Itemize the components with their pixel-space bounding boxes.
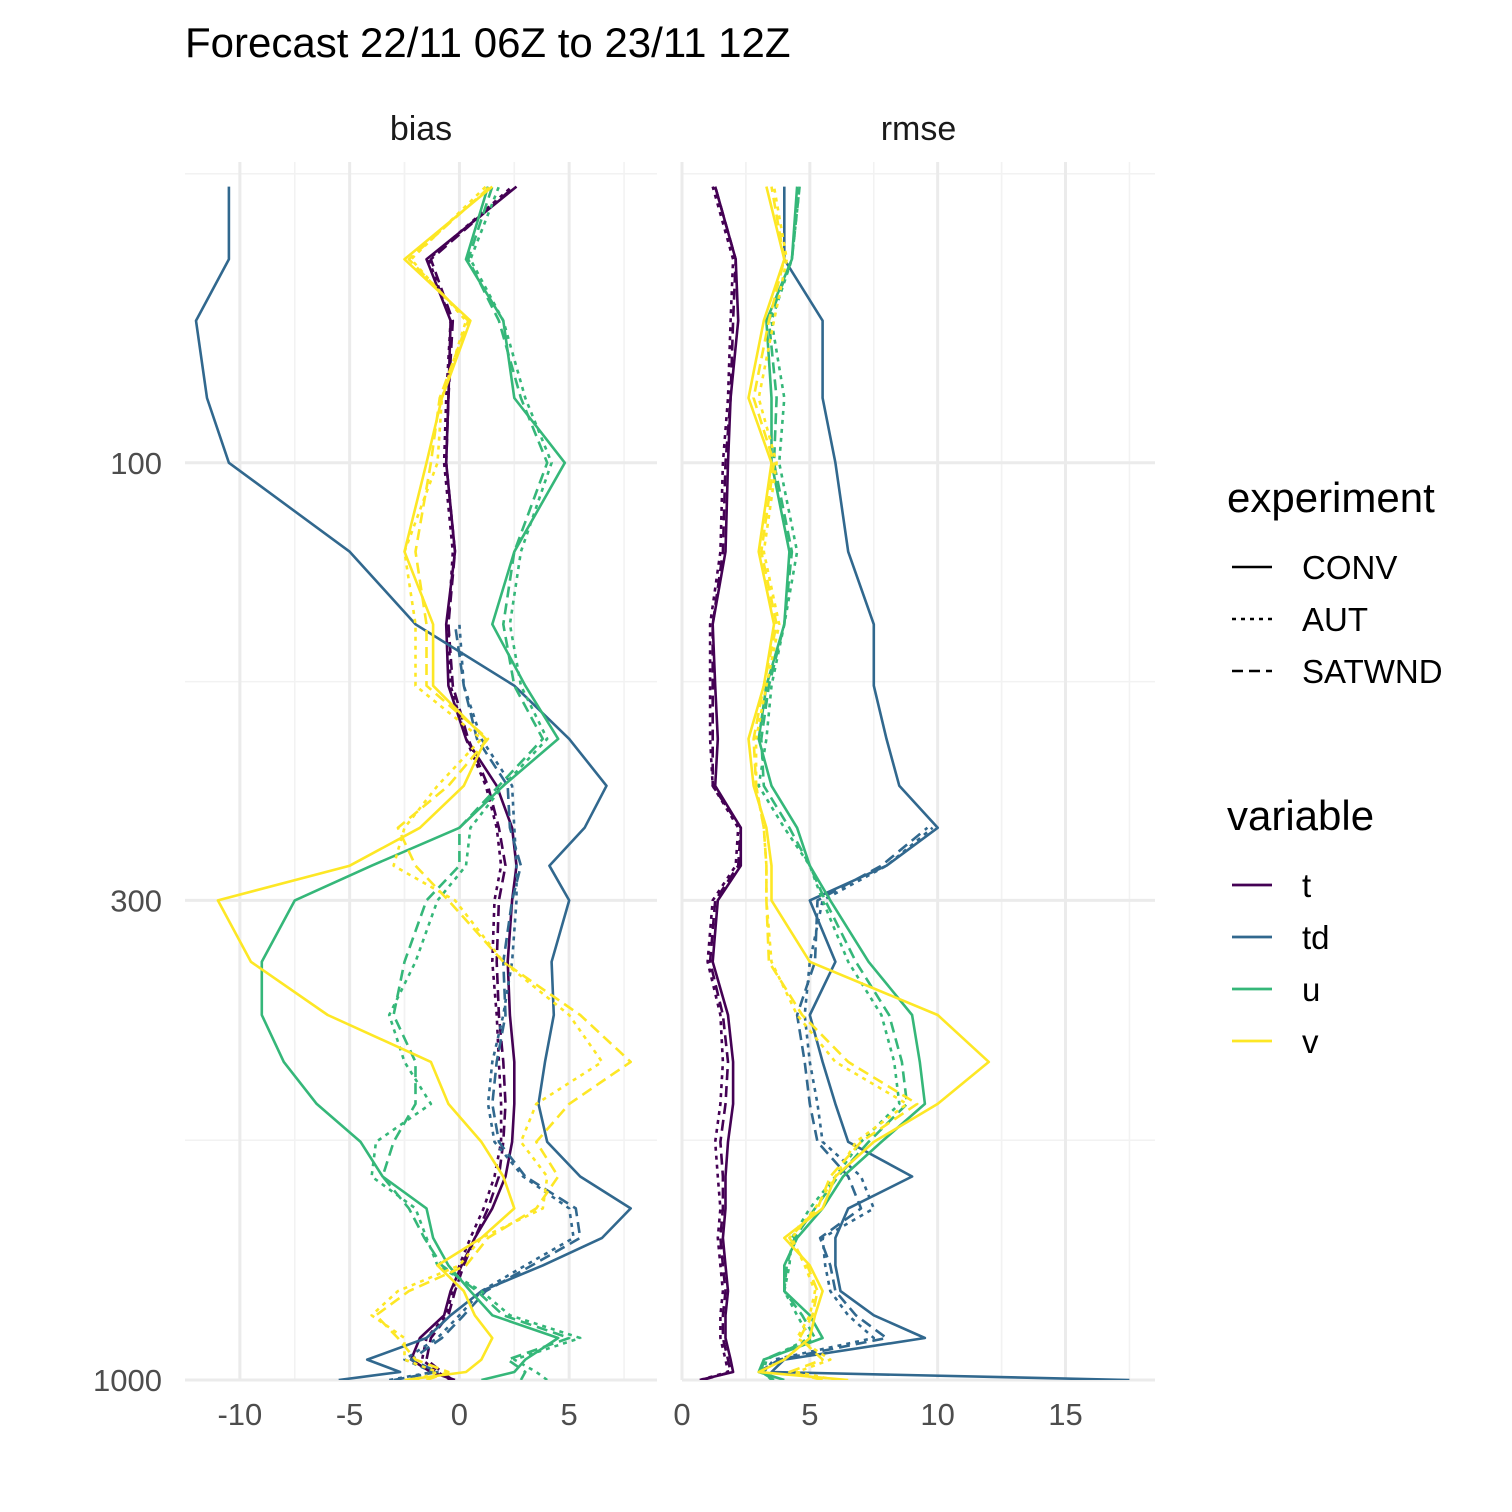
series-line-rmse-t-aut (699, 186, 740, 1380)
y-tick-label: 300 (110, 883, 162, 918)
x-tick-label-rmse: 5 (801, 1397, 818, 1432)
series-line-rmse-td-satwnd (758, 826, 929, 1374)
series-line-bias-u-satwnd (381, 186, 571, 1380)
x-tick-label-bias: 0 (451, 1397, 468, 1432)
facet-label-rmse: rmse (881, 110, 957, 148)
y-tick-label: 1000 (93, 1363, 162, 1398)
legend-title-experiment: experiment (1227, 474, 1435, 521)
x-tick-label-bias: 5 (561, 1397, 578, 1432)
series-group-rmse (699, 186, 1130, 1380)
x-tick-label-bias: -5 (336, 1397, 364, 1432)
legend-label-td: td (1302, 919, 1330, 956)
facet-label-bias: bias (390, 110, 452, 148)
legend-label-satwnd: SATWND (1302, 653, 1443, 690)
legend-label-conv: CONV (1302, 549, 1397, 586)
series-line-rmse-u-satwnd (760, 186, 909, 1380)
panel-rmse: rmse 0 5 10 15 (673, 110, 1155, 1432)
series-line-bias-v-conv (216, 185, 516, 1380)
series-line-bias-t-satwnd (425, 185, 516, 1380)
y-tick-label: 100 (110, 446, 162, 481)
series-line-rmse-v-aut (754, 186, 909, 1380)
legend: experiment CONV AUT SATWND variable t td uv (1227, 474, 1443, 1060)
x-tick-label-rmse: 15 (1048, 1397, 1082, 1432)
legend-label-u: u (1302, 971, 1320, 1008)
series-line-bias-td-conv (194, 186, 632, 1380)
series-line-bias-u-conv (260, 186, 567, 1380)
series-line-rmse-t-satwnd (702, 186, 743, 1380)
chart-title: Forecast 22/11 06Z to 23/11 12Z (185, 19, 790, 66)
legend-label-t: t (1302, 867, 1311, 904)
facet-panels: bias -10 -5 0 5 rmse 0 5 10 15 100 300 1000 (93, 110, 1155, 1432)
series-line-rmse-td-aut (762, 826, 934, 1373)
series-line-rmse-u-aut (757, 186, 901, 1380)
series-line-rmse-v-conv (747, 186, 991, 1380)
panel-bias: bias -10 -5 0 5 (185, 110, 657, 1432)
legend-label-aut: AUT (1302, 601, 1368, 638)
series-line-rmse-t-conv (699, 186, 743, 1380)
series-line-bias-t-aut (420, 185, 513, 1380)
legend-label-v: v (1302, 1023, 1319, 1060)
x-tick-label-rmse: 0 (673, 1397, 690, 1432)
series-group-bias (194, 185, 632, 1380)
series-line-bias-td-satwnd (393, 624, 582, 1380)
x-tick-label-bias: -10 (217, 1397, 262, 1432)
series-line-rmse-v-satwnd (752, 186, 919, 1380)
series-line-bias-td-aut (388, 624, 575, 1380)
series-line-bias-u-aut (370, 186, 582, 1380)
series-line-bias-v-aut (370, 185, 604, 1380)
legend-title-variable: variable (1227, 792, 1374, 839)
series-line-rmse-u-conv (757, 186, 927, 1380)
series-line-bias-v-satwnd (374, 185, 632, 1380)
series-line-rmse-td-conv (770, 186, 1130, 1380)
x-tick-label-rmse: 10 (920, 1397, 954, 1432)
